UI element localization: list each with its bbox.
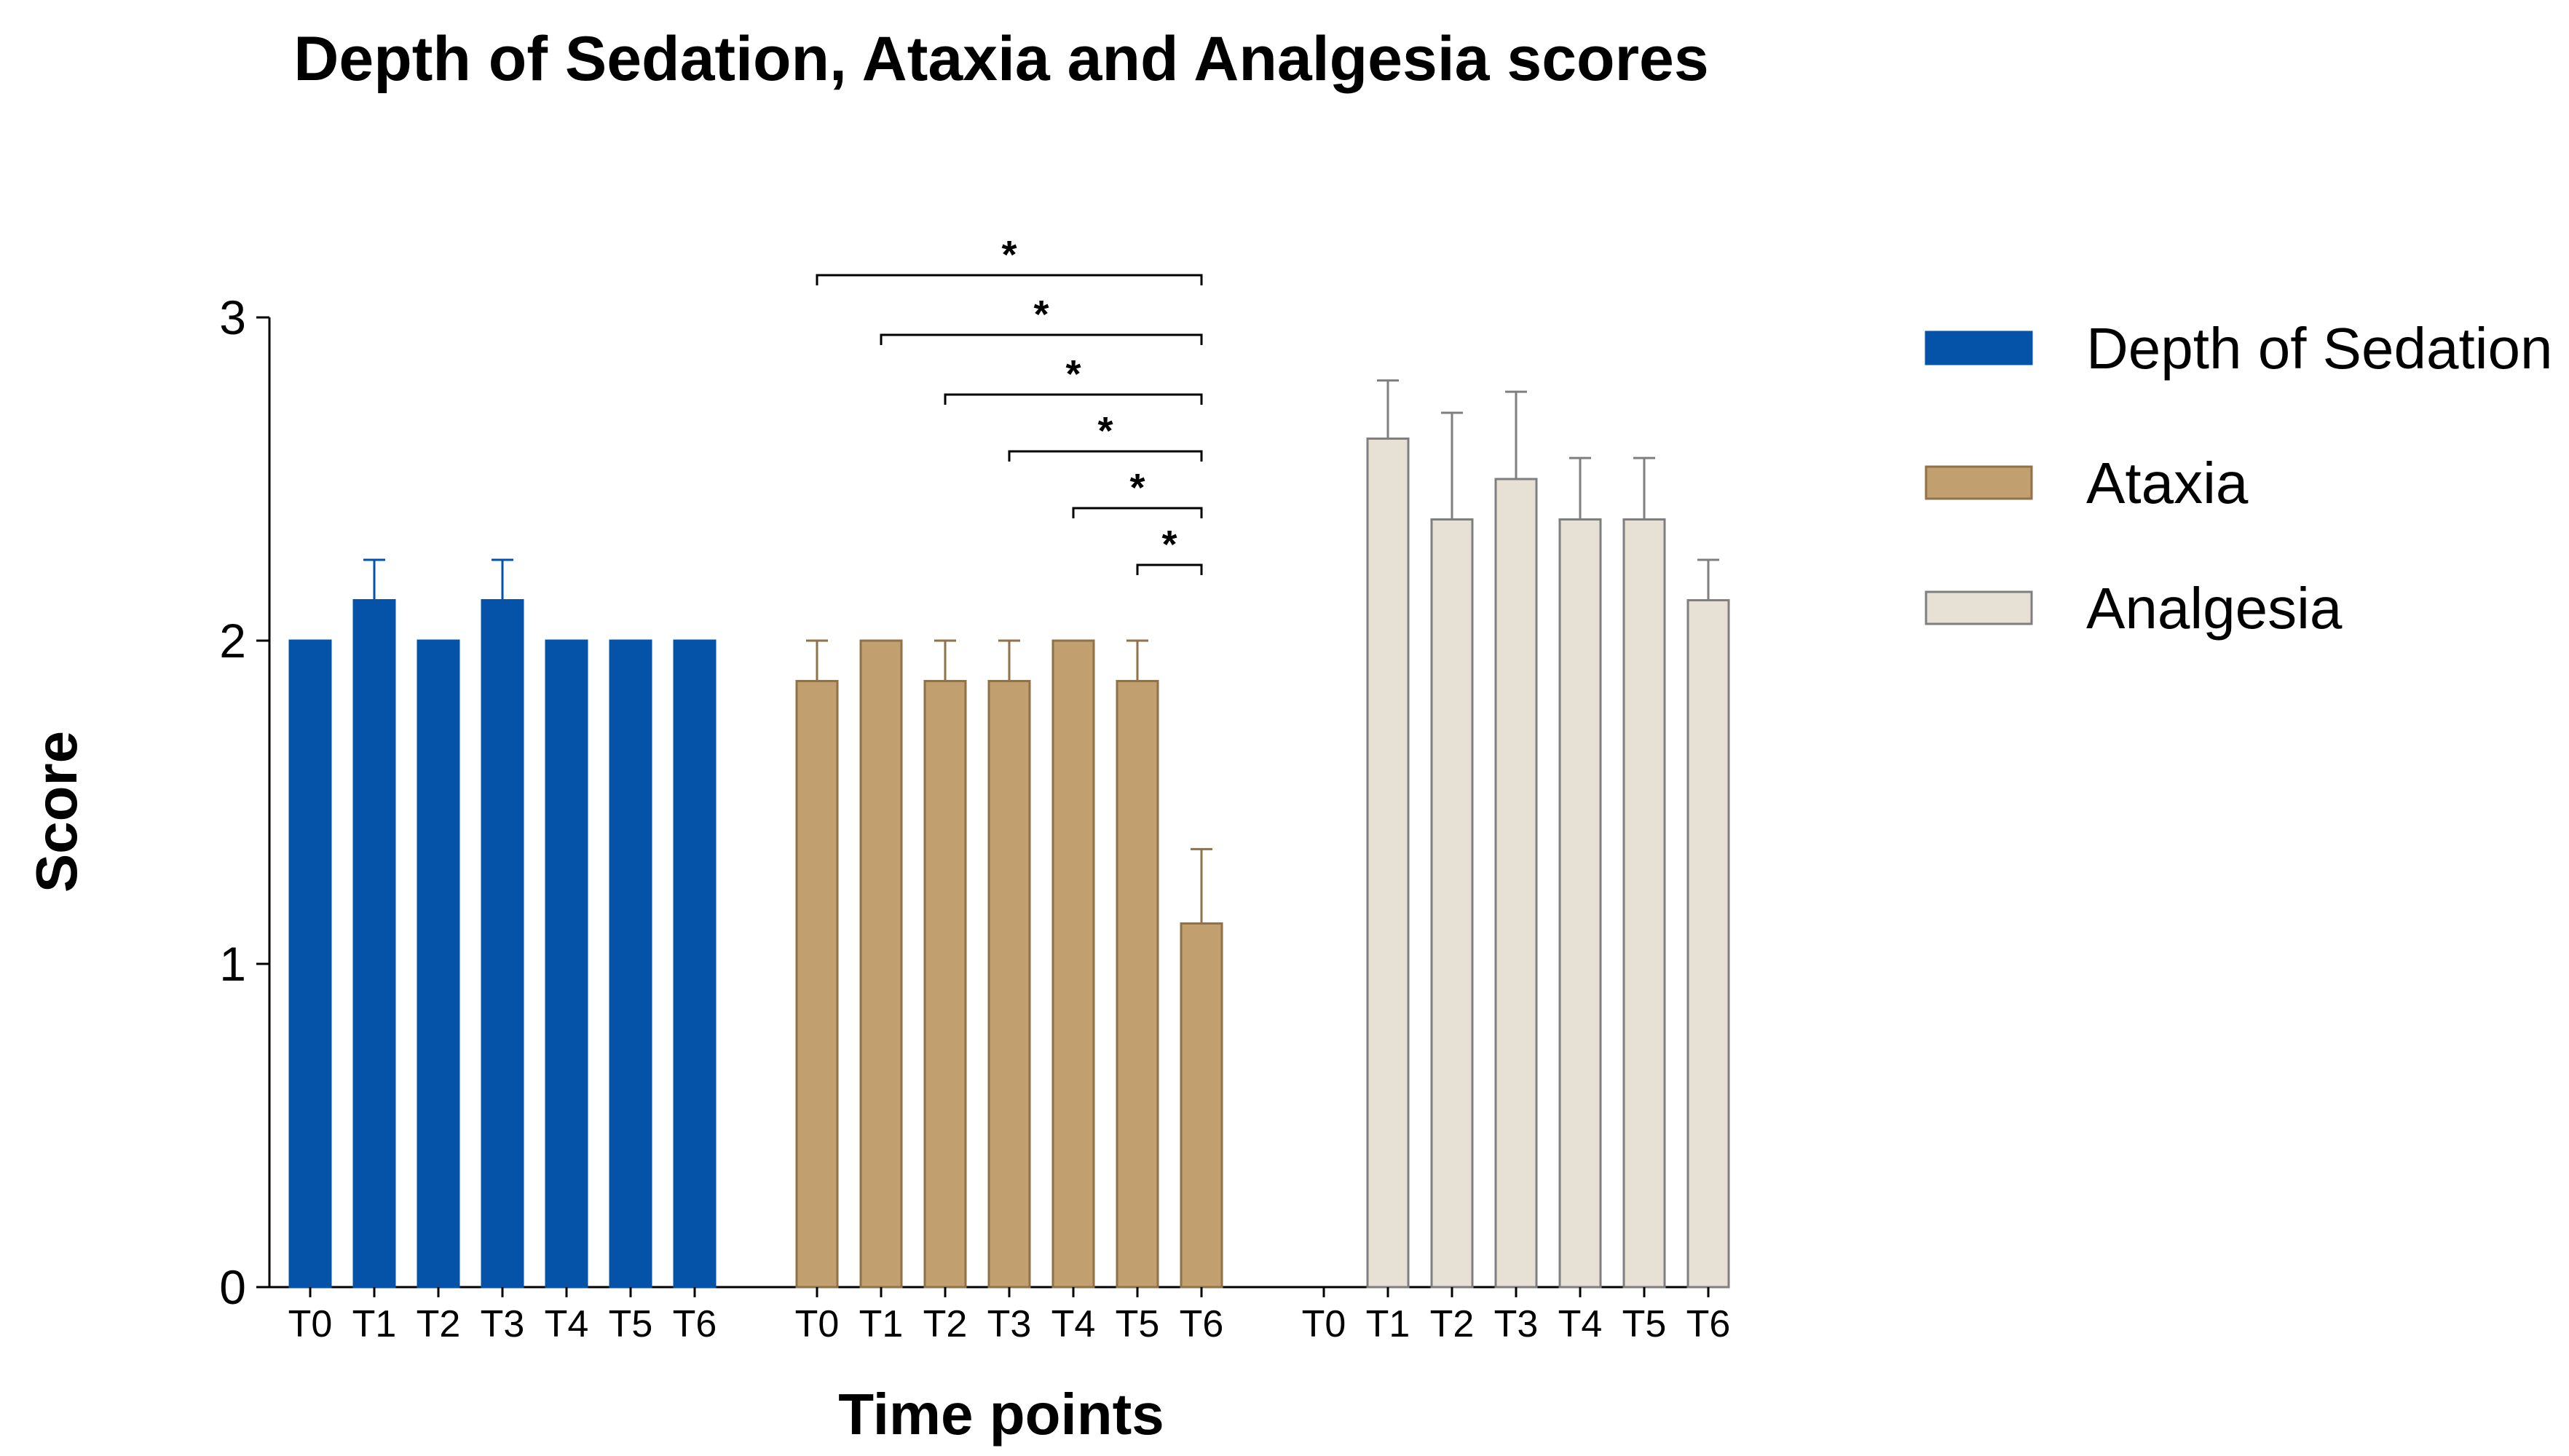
y-axis-title: Score [24, 731, 89, 893]
plot-area: 0 1 2 3 T0 T1 T2 T3 T4 T5 T6 T0 T1 T2 T3 T4 T5 T6 T0 T1 T2 T3… [219, 233, 1730, 1345]
x-tick-label: T4 [1558, 1303, 1603, 1345]
significance-marker: * [1065, 352, 1081, 396]
bar [481, 599, 524, 1289]
bar [1116, 680, 1159, 1289]
x-tick-label: T5 [609, 1303, 653, 1345]
bar [859, 639, 903, 1289]
legend-label: Analgesia [2086, 576, 2343, 641]
bar [1051, 639, 1095, 1289]
x-tick-label: T5 [1622, 1303, 1667, 1345]
x-tick-label: T1 [352, 1303, 397, 1345]
bar [1494, 478, 1538, 1289]
legend-label: Depth of Sedation [2086, 316, 2552, 381]
bar [288, 639, 332, 1289]
significance-marker: * [1129, 466, 1145, 510]
legend: Depth of Sedation Ataxia Analgesia [1925, 316, 2552, 641]
y-tick-label: 2 [219, 614, 246, 668]
bar [987, 680, 1031, 1289]
significance-bracket [816, 274, 1203, 285]
legend-label: Ataxia [2086, 451, 2249, 515]
bar [609, 639, 652, 1289]
significance-bracket [1136, 563, 1203, 575]
bar [795, 680, 839, 1289]
significance-marker: * [1033, 293, 1049, 336]
x-tick-label: T4 [1051, 1303, 1096, 1345]
legend-swatch [1925, 590, 2033, 625]
significance-marker: * [1161, 523, 1177, 566]
x-tick-label: T6 [1180, 1303, 1224, 1345]
y-tick-label: 0 [219, 1260, 246, 1314]
x-axis-title: Time points [838, 1382, 1164, 1447]
bar [417, 639, 460, 1289]
bar [1180, 922, 1223, 1289]
chart-title: Depth of Sedation, Ataxia and Analgesia … [293, 24, 1708, 94]
x-tick-label: T0 [1302, 1303, 1346, 1345]
x-tick-label: T6 [673, 1303, 717, 1345]
y-tick-label: 3 [219, 290, 246, 344]
bar [1622, 518, 1666, 1289]
legend-swatch [1925, 331, 2033, 365]
bar [1430, 518, 1474, 1289]
bar [1366, 438, 1410, 1289]
x-tick-label: T0 [288, 1303, 333, 1345]
significance-bracket [1008, 450, 1203, 462]
x-tick-label: T2 [1430, 1303, 1475, 1345]
significance-marker: * [1001, 233, 1017, 277]
bar [352, 599, 396, 1289]
x-tick-label: T3 [1494, 1303, 1539, 1345]
bar [1558, 518, 1602, 1289]
x-tick-label: T2 [417, 1303, 461, 1345]
significance-bracket [1072, 507, 1203, 518]
significance-marker: * [1097, 409, 1113, 453]
x-tick-label: T3 [987, 1303, 1032, 1345]
bar [673, 639, 717, 1289]
x-tick-label: T4 [545, 1303, 589, 1345]
bar [545, 639, 588, 1289]
y-tick-label: 1 [219, 937, 246, 991]
x-tick-label: T1 [859, 1303, 904, 1345]
significance-bracket [944, 393, 1203, 405]
x-tick-label: T2 [923, 1303, 968, 1345]
bar [923, 680, 967, 1289]
x-tick-label: T1 [1366, 1303, 1410, 1345]
x-tick-label: T3 [481, 1303, 525, 1345]
bar [1686, 599, 1730, 1289]
x-tick-label: T6 [1686, 1303, 1731, 1345]
x-tick-label: T0 [795, 1303, 840, 1345]
legend-swatch [1925, 465, 2033, 500]
significance-bracket [880, 333, 1203, 345]
x-tick-label: T5 [1116, 1303, 1160, 1345]
